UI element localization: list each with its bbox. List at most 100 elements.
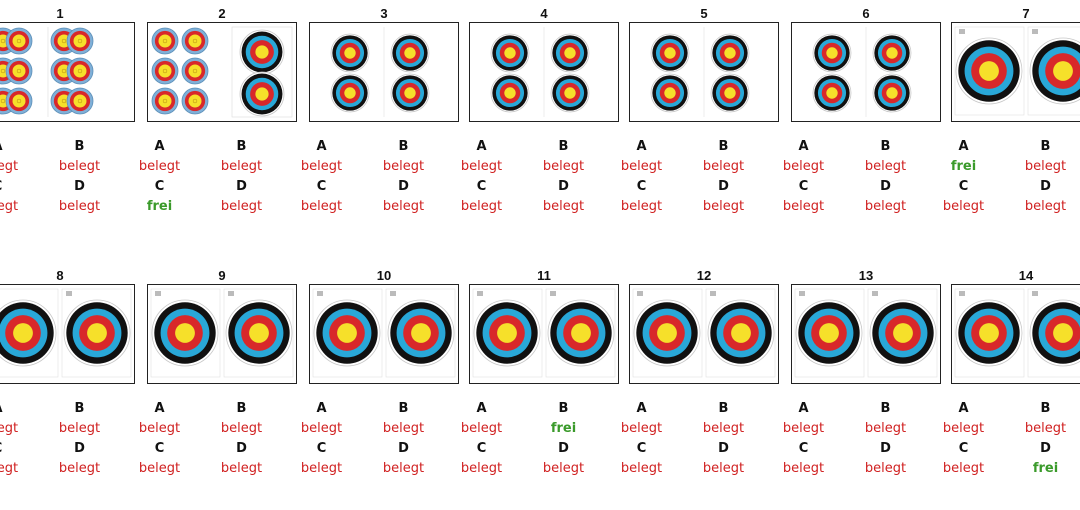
target-face-image xyxy=(951,284,1080,384)
slot-status-occupied: belegt xyxy=(300,199,343,214)
slot-letter: A xyxy=(636,401,647,416)
slot-letter: B xyxy=(1040,401,1051,416)
slot-letter: A xyxy=(476,401,487,416)
slot-letter: B xyxy=(718,401,729,416)
slot-letter: C xyxy=(476,441,487,456)
slot-letter: A xyxy=(958,401,969,416)
slot-status-occupied: belegt xyxy=(460,199,503,214)
slot-letter: B xyxy=(558,139,569,154)
slot-letter: D xyxy=(1040,179,1051,194)
slot-letter: A xyxy=(636,139,647,154)
target-face-image xyxy=(147,22,297,122)
slot-letter: D xyxy=(236,441,247,456)
slot-status-free: frei xyxy=(550,421,577,436)
slot-status-occupied: belegt xyxy=(138,421,181,436)
slot-letter: A xyxy=(958,139,969,154)
slot-letter: D xyxy=(398,441,409,456)
target-face-image xyxy=(0,22,135,122)
target-face-image xyxy=(147,284,297,384)
slot-status-occupied: belegt xyxy=(782,199,825,214)
slot-letter: A xyxy=(798,139,809,154)
slot-status-occupied: belegt xyxy=(620,421,663,436)
lane-number: 12 xyxy=(696,268,712,283)
slot-letter: C xyxy=(0,439,35,459)
slot-status-occupied: belegt xyxy=(460,421,503,436)
slot-letter: D xyxy=(1040,441,1051,456)
slot-letter: C xyxy=(316,441,327,456)
slot-status-occupied: belegt xyxy=(382,421,425,436)
slot-status-occupied: belegt xyxy=(942,421,985,436)
slot-status-occupied: belegt xyxy=(782,421,825,436)
lane-number: 1 xyxy=(56,6,64,21)
slot-letter: A xyxy=(798,401,809,416)
slot-letter: C xyxy=(636,441,647,456)
slot-status-occupied: belegt xyxy=(1024,159,1067,174)
slot-status-occupied: belegt xyxy=(864,421,907,436)
slot-status-occupied: belegt xyxy=(0,421,19,436)
lane-number: 6 xyxy=(862,6,870,21)
slot-letter: D xyxy=(74,441,85,456)
slot-letter: A xyxy=(476,139,487,154)
